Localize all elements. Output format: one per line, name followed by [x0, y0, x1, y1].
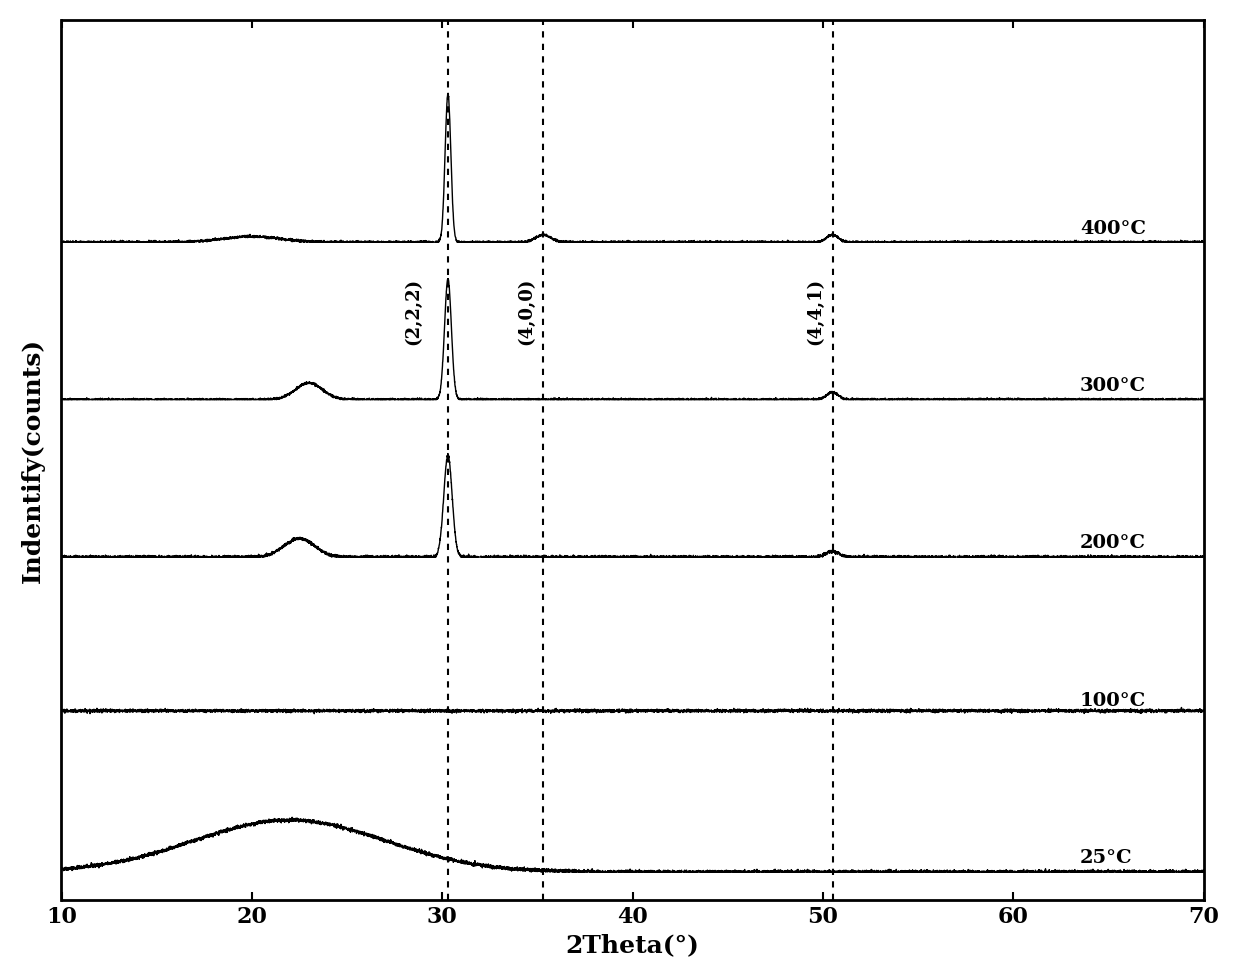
Text: 400°C: 400°C — [1080, 220, 1146, 237]
Text: (4,0,0): (4,0,0) — [517, 277, 534, 345]
Text: 300°C: 300°C — [1080, 377, 1146, 395]
Text: (4,4,1): (4,4,1) — [806, 277, 825, 345]
X-axis label: 2Theta(°): 2Theta(°) — [565, 932, 699, 956]
Text: (2,2,2): (2,2,2) — [404, 277, 423, 345]
Text: 200°C: 200°C — [1080, 534, 1146, 552]
Text: 100°C: 100°C — [1080, 692, 1146, 709]
Text: 25°C: 25°C — [1080, 849, 1132, 867]
Y-axis label: Indentify(counts): Indentify(counts) — [21, 338, 45, 582]
